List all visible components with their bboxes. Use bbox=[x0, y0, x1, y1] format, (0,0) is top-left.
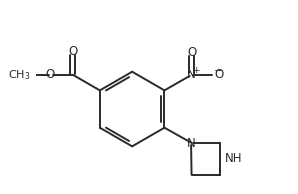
Text: +: + bbox=[192, 66, 200, 75]
Text: CH$_3$: CH$_3$ bbox=[8, 68, 31, 82]
Text: O: O bbox=[46, 68, 55, 81]
Text: NH: NH bbox=[225, 152, 243, 165]
Text: O: O bbox=[214, 68, 224, 81]
Text: N: N bbox=[187, 137, 196, 150]
Text: O: O bbox=[68, 45, 77, 58]
Text: −: − bbox=[214, 66, 223, 76]
Text: O: O bbox=[187, 46, 196, 59]
Text: N: N bbox=[187, 68, 196, 81]
